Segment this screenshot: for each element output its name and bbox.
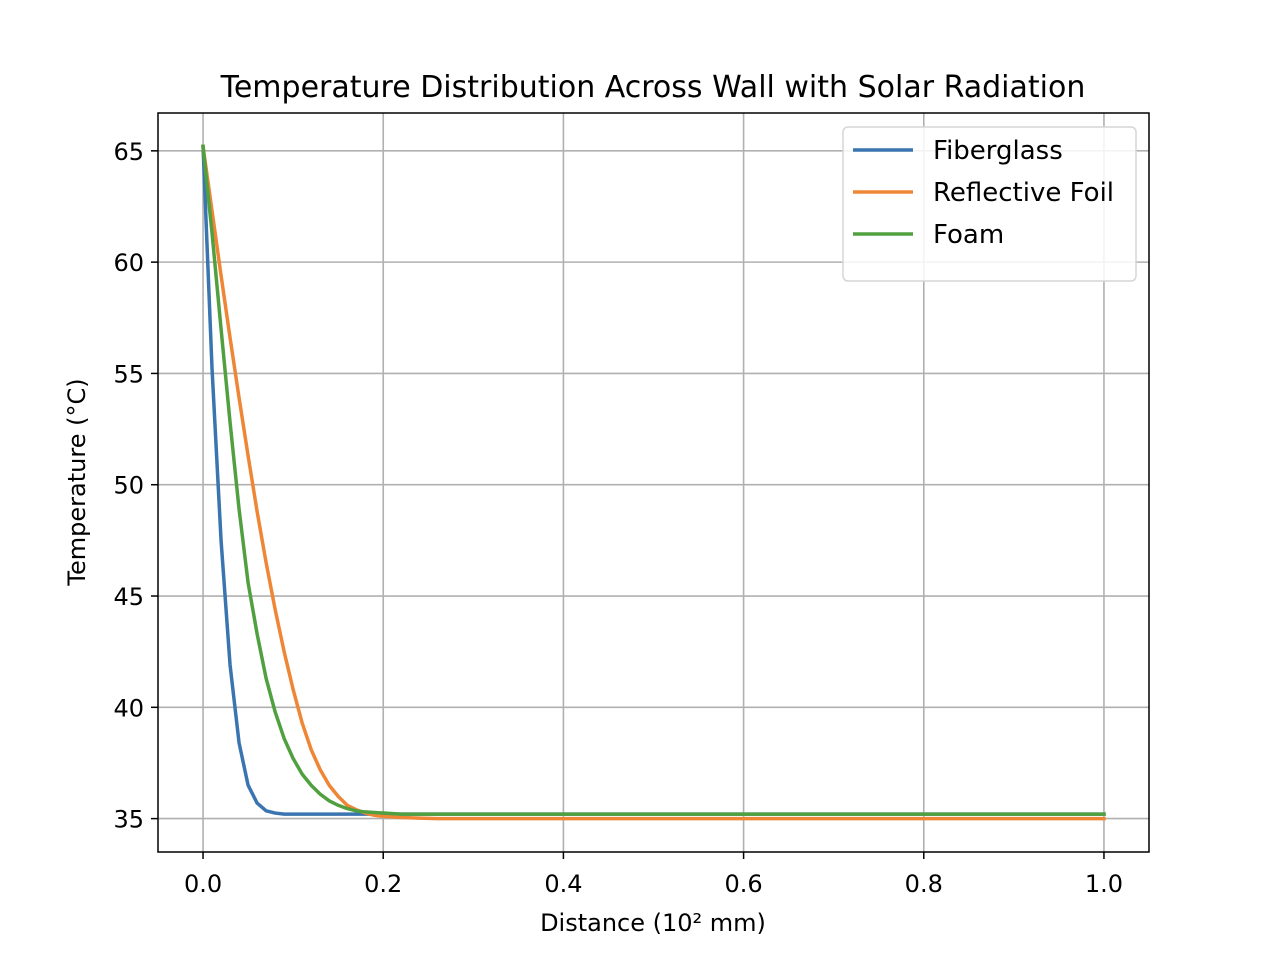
series-line-foam (201, 144, 1106, 816)
y-tick-label: 40 (113, 694, 144, 722)
series-group (201, 144, 1106, 821)
x-tick-label: 1.0 (1085, 870, 1123, 898)
legend-label-fiberglass: Fiberglass (933, 136, 1063, 166)
x-tick-label: 0.6 (725, 870, 763, 898)
chart-title: Temperature Distribution Across Wall wit… (220, 70, 1086, 105)
y-tick-label: 65 (113, 138, 144, 166)
ticks: 0.0 0.2 0.4 0.6 0.8 1.0 35 40 45 50 55 60 65 (113, 138, 1123, 898)
x-tick-label: 0.8 (905, 870, 943, 898)
legend-label-reflective-foil: Reflective Foil (933, 178, 1114, 208)
y-tick-label: 60 (113, 249, 144, 277)
y-tick-label: 50 (113, 472, 144, 500)
x-tick-label: 0.4 (544, 870, 582, 898)
y-axis-label: Temperature (°C) (63, 378, 91, 586)
legend-box (842, 126, 1137, 282)
y-tick-label: 35 (113, 806, 144, 834)
plot-frame (157, 112, 1150, 853)
x-tick-label: 0.2 (364, 870, 402, 898)
x-axis-label: Distance (10² mm) (540, 909, 766, 937)
legend: Fiberglass Reflective Foil Foam (842, 126, 1137, 282)
y-tick-label: 45 (113, 583, 144, 611)
legend-label-foam: Foam (933, 220, 1004, 250)
x-tick-label: 0.0 (184, 870, 222, 898)
grid (158, 113, 1149, 852)
series-line-reflective-foil (201, 144, 1106, 821)
y-tick-label: 55 (113, 360, 144, 388)
